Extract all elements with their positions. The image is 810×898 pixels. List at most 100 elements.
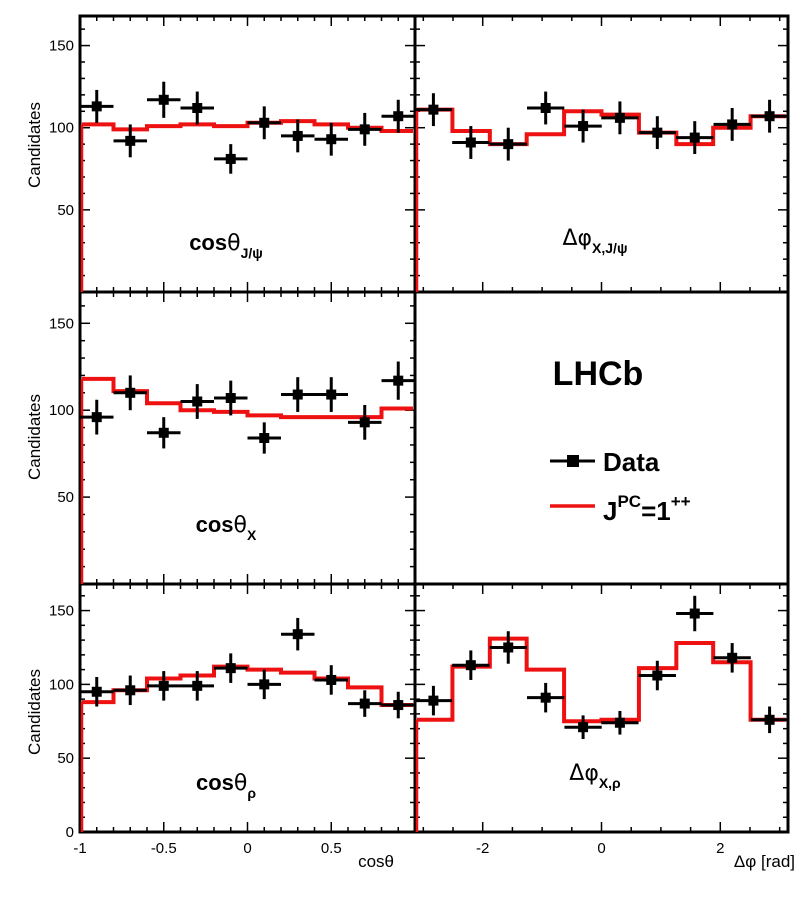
data-marker bbox=[465, 137, 476, 148]
data-point bbox=[214, 380, 248, 416]
data-point bbox=[247, 106, 281, 140]
legend-data-entry: Data bbox=[550, 447, 660, 477]
data-marker bbox=[428, 695, 439, 706]
data-point bbox=[147, 671, 181, 701]
legend-model-eq: =1 bbox=[641, 496, 671, 526]
x-tick-label-left: 0.5 bbox=[321, 840, 342, 857]
data-marker bbox=[614, 112, 625, 123]
data-point bbox=[713, 108, 751, 141]
panel-label-dphi_x_jpsi: ΔφX,J/ψ bbox=[562, 226, 627, 256]
model-histogram bbox=[417, 636, 786, 724]
data-point bbox=[489, 631, 527, 664]
data-marker bbox=[727, 119, 738, 130]
data-point bbox=[676, 595, 714, 632]
data-marker bbox=[393, 111, 404, 122]
legend-data-marker bbox=[567, 455, 579, 467]
y-tick-label: 150 bbox=[49, 315, 74, 332]
data-marker bbox=[652, 127, 663, 138]
data-marker bbox=[225, 153, 236, 164]
legend-model-entry: JPC=1++ bbox=[550, 492, 691, 526]
panel-dphi_x_rho: ΔφX,ρ bbox=[414, 584, 789, 833]
label-prefix: cos bbox=[189, 230, 227, 255]
data-point bbox=[281, 617, 315, 651]
x-axis-title-left: cosθ bbox=[358, 852, 394, 871]
data-marker bbox=[503, 642, 514, 653]
data-marker bbox=[158, 94, 169, 105]
model-histogram bbox=[417, 107, 786, 147]
data-marker bbox=[192, 396, 203, 407]
data-point bbox=[113, 675, 147, 706]
data-point bbox=[452, 126, 490, 159]
y-tick-label: 50 bbox=[57, 489, 74, 506]
legend-model-label: JPC=1++ bbox=[603, 492, 691, 526]
data-point bbox=[564, 109, 602, 143]
data-point bbox=[147, 417, 181, 449]
data-point bbox=[147, 81, 181, 118]
panel-cos_theta_x: 50 100 150 cosθX bbox=[49, 292, 416, 585]
data-marker bbox=[689, 132, 700, 143]
label-sub: X,J/ψ bbox=[592, 240, 627, 256]
label-greek: θ bbox=[227, 231, 240, 256]
label-sub: ρ bbox=[247, 785, 256, 801]
data-point bbox=[381, 361, 415, 400]
data-point bbox=[489, 127, 527, 161]
data-marker bbox=[259, 117, 270, 128]
x-tick-label-right: -2 bbox=[476, 840, 489, 857]
y-tick-label: 100 bbox=[49, 402, 74, 419]
label-prefix: cos bbox=[196, 512, 234, 537]
data-marker bbox=[225, 663, 236, 674]
data-marker bbox=[292, 629, 303, 640]
data-point bbox=[113, 124, 147, 158]
legend-model-j: J bbox=[603, 496, 617, 526]
legend-model-pp: ++ bbox=[671, 492, 691, 511]
y-tick-label: 100 bbox=[49, 676, 74, 693]
data-marker bbox=[91, 686, 102, 697]
data-marker bbox=[326, 674, 337, 685]
data-marker bbox=[91, 101, 102, 112]
data-marker bbox=[158, 427, 169, 438]
label-prefix: cos bbox=[196, 770, 234, 795]
x-tick-label-left: 0 bbox=[243, 840, 251, 857]
y-tick-label: 150 bbox=[49, 603, 74, 620]
data-point bbox=[281, 119, 315, 153]
data-point bbox=[348, 690, 382, 717]
x-tick-label-right: 0 bbox=[597, 840, 605, 857]
data-point bbox=[601, 710, 639, 735]
label-sub: X,ρ bbox=[599, 775, 621, 791]
data-marker bbox=[192, 103, 203, 113]
y-tick-label: 100 bbox=[49, 120, 74, 137]
data-point bbox=[214, 653, 248, 683]
panel-cos_theta_rho: 0 50 100 150 cosθρ bbox=[49, 584, 416, 841]
data-marker bbox=[359, 417, 370, 428]
data-point bbox=[750, 706, 789, 734]
data-point bbox=[414, 685, 453, 716]
data-marker bbox=[465, 660, 476, 671]
x-tick-label-left: -1 bbox=[73, 840, 86, 857]
legend-model-pc: PC bbox=[617, 492, 641, 511]
x-axis-title-right: Δφ [rad] bbox=[734, 852, 795, 871]
model-histogram bbox=[82, 119, 413, 133]
data-marker bbox=[91, 412, 102, 423]
data-point bbox=[638, 116, 676, 150]
data-point bbox=[452, 650, 490, 680]
data-point bbox=[527, 91, 565, 125]
frame-legend bbox=[413, 290, 790, 586]
data-point bbox=[180, 671, 214, 701]
panel-label-cos_theta_rho: cosθρ bbox=[196, 770, 256, 801]
legend-data-label: Data bbox=[603, 447, 660, 477]
data-marker bbox=[764, 714, 775, 725]
panels-group: 50100150cosθJ/ψΔφX,J/ψ50100150cosθX05010… bbox=[49, 14, 790, 857]
y-axis-title-middle: Candidates bbox=[25, 394, 44, 480]
data-point bbox=[180, 91, 214, 125]
data-point bbox=[676, 121, 714, 154]
label-sub: J/ψ bbox=[241, 245, 263, 261]
y-axis-title-top: Candidates bbox=[25, 102, 44, 188]
data-point bbox=[314, 665, 348, 695]
data-point bbox=[381, 99, 415, 133]
data-point bbox=[713, 643, 751, 673]
data-marker bbox=[689, 608, 700, 619]
y-tick-label: 0 bbox=[66, 824, 74, 841]
data-marker bbox=[540, 692, 551, 703]
label-greek: θ bbox=[234, 771, 247, 796]
